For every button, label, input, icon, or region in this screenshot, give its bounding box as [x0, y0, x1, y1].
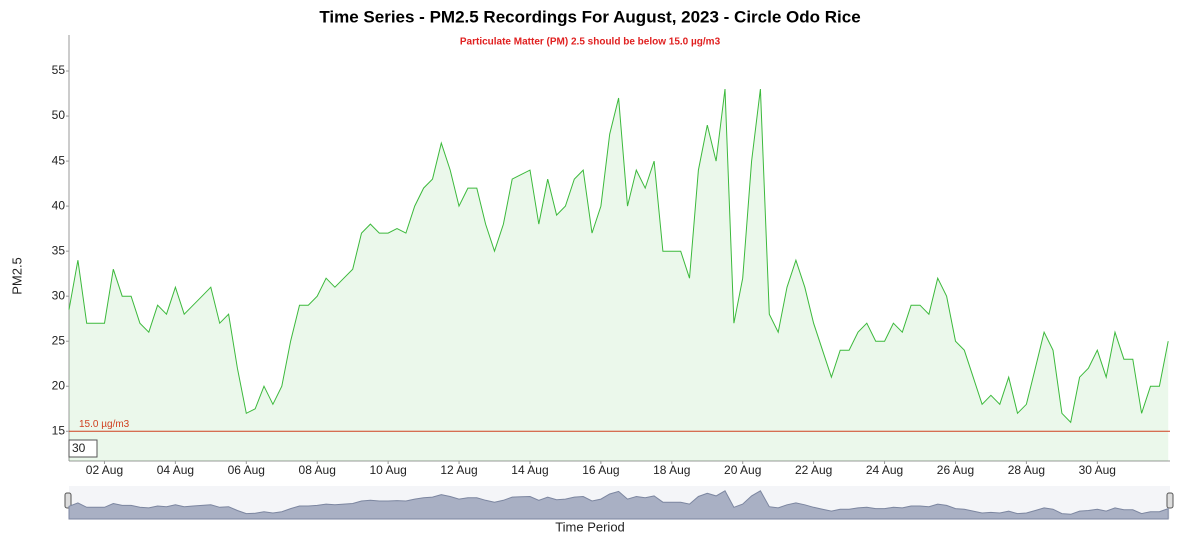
- y-tick-label: 35: [52, 243, 66, 257]
- chart-subtitle: Particulate Matter (PM) 2.5 should be be…: [460, 37, 721, 48]
- y-tick-label: 20: [52, 378, 66, 392]
- y-tick-label: 30: [52, 288, 66, 302]
- x-tick-label: 14 Aug: [511, 463, 548, 477]
- x-tick-label: 28 Aug: [1008, 463, 1045, 477]
- range-handle-left[interactable]: [64, 492, 72, 509]
- x-tick-label: 20 Aug: [724, 463, 761, 477]
- rolling-period-box[interactable]: [68, 439, 98, 458]
- x-tick-label: 26 Aug: [937, 463, 974, 477]
- rolling-period[interactable]: 30: [72, 441, 86, 455]
- x-tick-label: 24 Aug: [866, 463, 903, 477]
- chart-title: Time Series - PM2.5 Recordings For Augus…: [319, 7, 860, 26]
- x-tick-label: 22 Aug: [795, 463, 832, 477]
- range-preview: [68, 490, 1169, 520]
- x-tick-label: 30 Aug: [1079, 463, 1116, 477]
- y-tick-label: 25: [52, 333, 66, 347]
- x-tick-label: 04 Aug: [157, 463, 194, 477]
- x-tick-label: 08 Aug: [299, 463, 336, 477]
- y-tick-label: 55: [52, 63, 66, 77]
- x-axis-label: Time Period: [555, 519, 625, 534]
- threshold-label: 15.0 µg/m3: [79, 419, 130, 430]
- x-tick-label: 02 Aug: [86, 463, 123, 477]
- y-tick-label: 40: [52, 198, 66, 212]
- area: [69, 89, 1169, 461]
- x-tick-label: 12 Aug: [440, 463, 477, 477]
- x-tick-label: 10 Aug: [369, 463, 406, 477]
- range-handle-right[interactable]: [1166, 492, 1174, 509]
- x-tick-label: 16 Aug: [582, 463, 619, 477]
- y-tick-label: 50: [52, 108, 66, 122]
- y-axis-label: PM2.5: [9, 257, 24, 295]
- line: [68, 88, 1169, 424]
- x-tick-label: 06 Aug: [228, 463, 265, 477]
- y-tick-label: 15: [52, 423, 66, 437]
- y-tick-label: 45: [52, 153, 66, 167]
- x-tick-label: 18 Aug: [653, 463, 690, 477]
